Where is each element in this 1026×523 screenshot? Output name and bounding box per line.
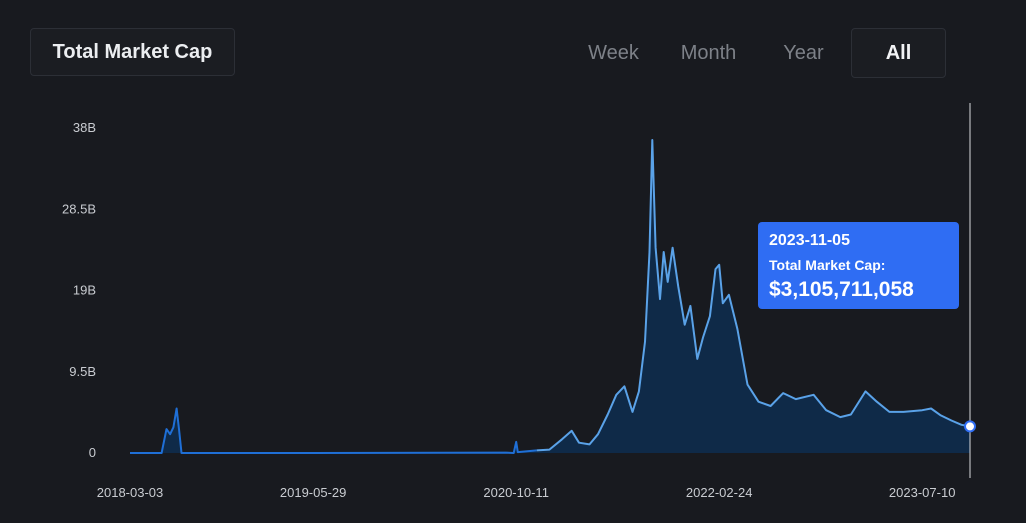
market-cap-line — [536, 139, 971, 452]
tooltip-value: $3,105,711,058 — [769, 278, 914, 301]
chart-title: Total Market Cap — [52, 40, 213, 63]
x-tick-label: 2020-10-11 — [483, 485, 549, 500]
market-cap-area — [130, 140, 970, 453]
x-axis: 2018-03-03 2019-05-29 2020-10-11 2022-02-24… — [97, 485, 956, 500]
y-tick-label: 0 — [89, 445, 96, 460]
hover-point — [964, 420, 976, 433]
chart-tooltip: 2023-11-05 Total Market Cap: $3,105,711,… — [758, 222, 959, 309]
range-tabs: Week Month Year All — [566, 28, 946, 78]
y-tick-label: 38B — [73, 120, 96, 135]
y-tick-label: 19B — [73, 283, 96, 298]
tooltip-date: 2023-11-05 — [769, 232, 850, 249]
tab-year[interactable]: Year — [756, 28, 851, 78]
tab-month[interactable]: Month — [661, 28, 756, 78]
tab-year-label: Year — [783, 41, 824, 64]
x-tick-label: 2022-02-24 — [686, 485, 753, 500]
market-cap-line-early — [130, 407, 537, 454]
tab-week-label: Week — [588, 41, 639, 64]
tab-week[interactable]: Week — [566, 28, 661, 78]
y-tick-label: 9.5B — [69, 364, 96, 379]
tab-all[interactable]: All — [851, 28, 946, 78]
x-tick-label: 2018-03-03 — [97, 485, 164, 500]
x-tick-label: 2019-05-29 — [280, 485, 347, 500]
x-tick-label: 2023-07-10 — [889, 485, 956, 500]
tooltip-label: Total Market Cap: — [769, 257, 886, 273]
tab-all-label: All — [885, 41, 912, 64]
y-tick-label: 28.5B — [62, 201, 96, 216]
chart-title-box: Total Market Cap — [30, 28, 235, 76]
y-axis: 0 9.5B 19B 28.5B 38B — [62, 120, 96, 460]
tab-month-label: Month — [680, 41, 737, 64]
